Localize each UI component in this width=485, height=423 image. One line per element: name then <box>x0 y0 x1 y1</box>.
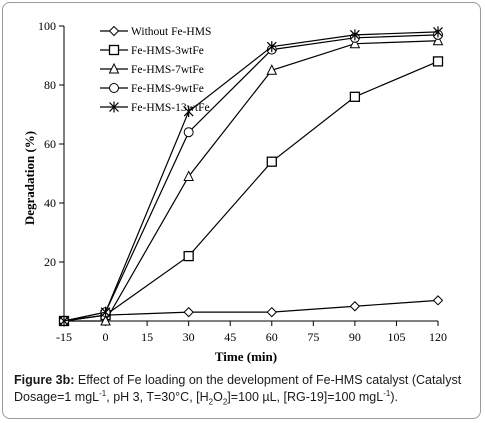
caption-label: Figure 3b: <box>14 373 75 387</box>
legend-entry: Fe-HMS-9wtFe <box>100 83 204 95</box>
x-tick-label: 0 <box>103 330 109 344</box>
legend-entry: Fe-HMS-13wtFe <box>100 101 210 114</box>
data-point-diamond <box>266 306 277 318</box>
legend-entry: Without Fe-HMS <box>100 25 211 38</box>
caption-sup-2: -1 <box>383 388 391 398</box>
series-line-diamond <box>63 299 439 322</box>
data-point-square <box>266 156 277 167</box>
legend-entry: Fe-HMS-7wtFe <box>100 62 204 76</box>
x-tick-label: 75 <box>307 330 319 344</box>
caption-text-d: ]=100 µL, [RG-19]=100 mgL <box>227 390 384 404</box>
caption-text-c: O <box>213 390 223 404</box>
data-point-triangle <box>432 34 444 46</box>
caption-sub-2: 2 <box>222 397 228 407</box>
legend-label: Fe-HMS-3wtFe <box>131 45 204 57</box>
legend-marker-circle <box>109 83 119 93</box>
caption-sup-1: -1 <box>99 388 107 398</box>
series-asterisk <box>59 26 443 327</box>
data-point-triangle <box>183 170 194 181</box>
data-point-triangle <box>266 64 278 75</box>
x-tick-label: 30 <box>183 330 195 344</box>
x-tick-label: 120 <box>429 330 447 344</box>
data-point-asterisk <box>100 306 111 318</box>
legend-marker-square <box>108 44 120 56</box>
chart-axes: -15 0 15 30 45 60 75 90 105 120 20 40 60 80 100 <box>38 19 447 344</box>
figure-frame <box>2 2 481 419</box>
data-point-asterisk <box>59 315 69 327</box>
legend-entry: Fe-HMS-3wtFe <box>100 44 204 57</box>
data-point-asterisk <box>433 26 443 38</box>
legend-label: Fe-HMS-13wtFe <box>131 102 210 114</box>
x-tick-label: 90 <box>349 330 361 344</box>
y-tick-label: 60 <box>44 137 56 151</box>
figure-caption: Figure 3b: Effect of Fe loading on the d… <box>14 372 476 406</box>
legend-marker-asterisk <box>109 101 119 113</box>
data-point-circle <box>183 127 194 138</box>
y-tick-label: 80 <box>44 78 56 92</box>
x-tick-label: 15 <box>141 330 153 344</box>
data-point-triangle <box>349 37 361 49</box>
data-point-diamond <box>432 295 444 306</box>
series-triangle <box>58 34 444 326</box>
x-tick-label: -15 <box>56 330 72 344</box>
y-tick-label: 40 <box>44 196 56 210</box>
chart-legend: Without Fe-HMS Fe-HMS-3wtFe Fe-HMS-7wtFe Fe… <box>100 25 211 114</box>
x-axis-label: Time (min) <box>215 349 277 364</box>
x-tick-label: 105 <box>387 330 405 344</box>
data-point-square <box>432 56 444 67</box>
y-axis-label: Degradation (%) <box>22 131 37 225</box>
x-tick-label: 45 <box>224 330 236 344</box>
legend-marker-diamond <box>108 25 120 37</box>
data-point-asterisk <box>349 29 360 41</box>
series-line-square <box>63 60 439 322</box>
caption-text-a: Effect of Fe loading on the development … <box>14 373 462 404</box>
data-point-diamond <box>183 306 194 318</box>
series-line-triangle <box>64 40 439 322</box>
caption-sub-1: 2 <box>208 397 214 407</box>
series-layer <box>58 26 444 327</box>
data-point-asterisk <box>183 106 194 118</box>
y-tick-label: 20 <box>44 255 56 269</box>
legend-label: Fe-HMS-9wtFe <box>131 83 204 95</box>
caption-text-b: , pH 3, T=30°C, [H <box>106 390 209 404</box>
x-tick-label: 60 <box>266 330 278 344</box>
series-line-asterisk <box>63 31 439 322</box>
data-point-triangle <box>100 314 111 326</box>
series-circle <box>59 29 443 326</box>
data-point-square <box>349 91 361 102</box>
y-tick-label: 100 <box>38 19 56 33</box>
legend-label: Fe-HMS-7wtFe <box>131 64 204 76</box>
degradation-chart: -15 0 15 30 45 60 75 90 105 120 20 40 60 80 100 Withou… <box>22 19 447 364</box>
legend-marker-triangle <box>108 62 120 74</box>
data-point-asterisk <box>266 41 277 53</box>
data-point-diamond <box>349 301 361 312</box>
data-point-square <box>183 250 194 262</box>
caption-text-e: ). <box>390 390 398 404</box>
legend-label: Without Fe-HMS <box>131 26 211 38</box>
